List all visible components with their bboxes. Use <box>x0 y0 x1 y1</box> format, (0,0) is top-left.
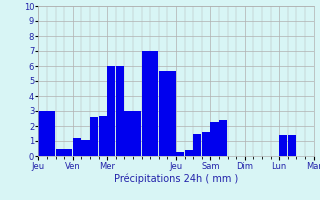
Bar <box>81 140 90 156</box>
Bar <box>64 148 72 156</box>
Bar <box>279 135 287 156</box>
Bar <box>73 138 81 156</box>
Bar <box>159 71 167 156</box>
Bar <box>133 111 141 156</box>
Bar <box>99 116 107 156</box>
Bar <box>167 71 176 156</box>
Bar <box>211 121 219 156</box>
X-axis label: Précipitations 24h ( mm ): Précipitations 24h ( mm ) <box>114 173 238 184</box>
Bar <box>142 51 150 156</box>
Bar <box>185 150 193 156</box>
Bar <box>56 148 64 156</box>
Bar <box>90 117 98 156</box>
Bar <box>176 152 184 156</box>
Bar <box>150 51 158 156</box>
Bar <box>219 120 227 156</box>
Bar <box>202 132 210 156</box>
Bar <box>288 135 296 156</box>
Bar <box>124 111 132 156</box>
Bar <box>38 111 47 156</box>
Bar <box>47 111 55 156</box>
Bar <box>107 66 116 156</box>
Bar <box>193 134 201 156</box>
Bar <box>116 66 124 156</box>
